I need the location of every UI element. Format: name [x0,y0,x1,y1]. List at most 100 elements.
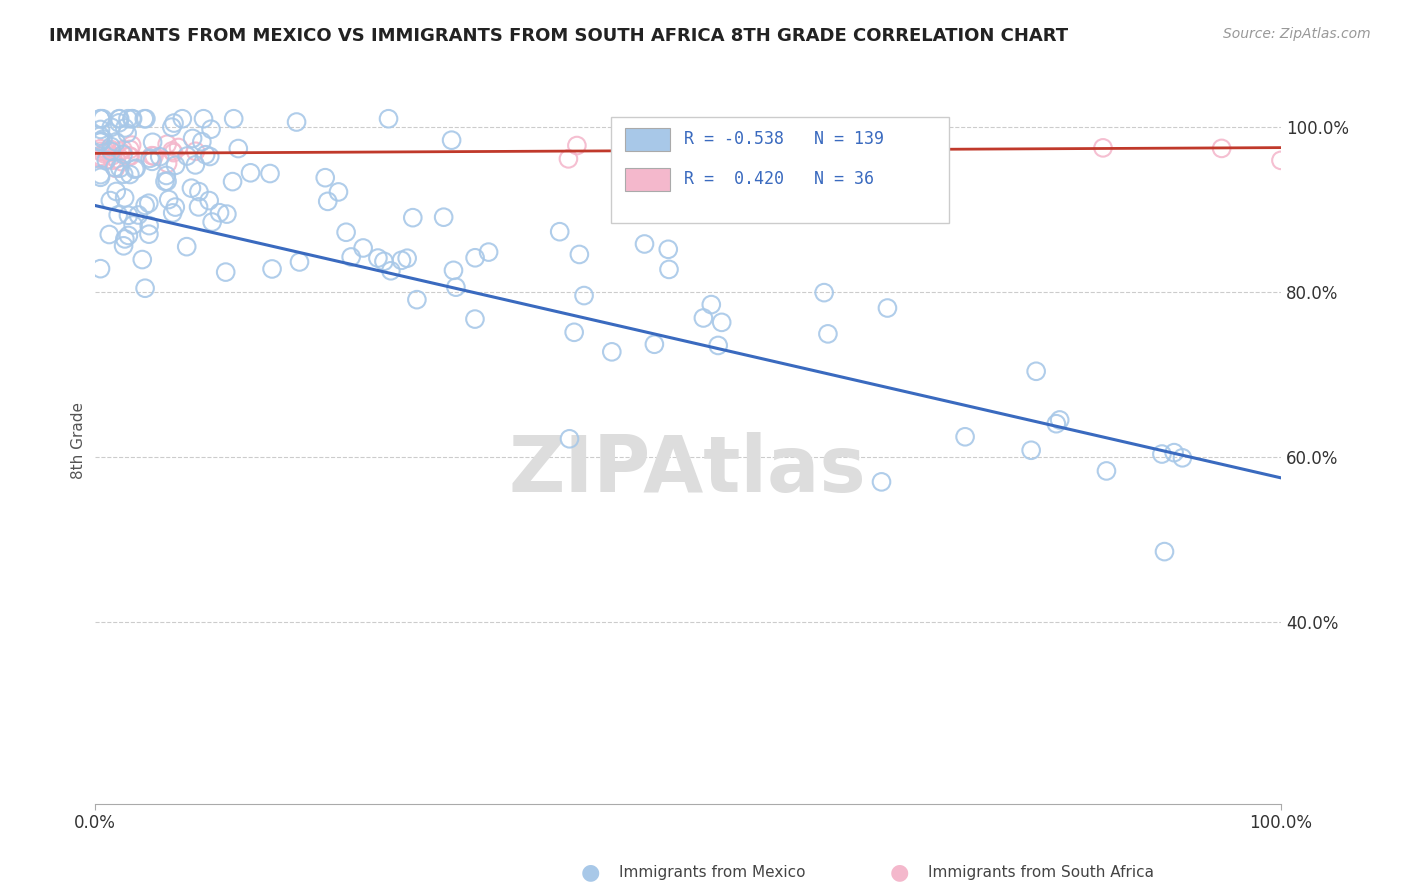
Point [184,145,207,159]
Text: R = -0.538   N = 139: R = -0.538 N = 139 [685,130,884,148]
Point [367,251,389,265]
Point [187,200,209,214]
FancyBboxPatch shape [610,118,949,223]
Point [104,161,127,176]
Point [184,158,207,172]
Point [112,167,135,181]
Point [658,262,681,277]
Point [141,149,163,163]
Point [633,237,655,252]
Text: Immigrants from Mexico: Immigrants from Mexico [619,865,806,880]
Point [141,154,163,169]
Point [101,153,124,168]
Point [138,227,160,242]
Point [89,170,111,185]
Point [316,194,339,209]
Point [191,135,214,149]
Point [1091,141,1114,155]
Point [89,149,111,163]
Point [167,140,190,154]
Point [89,134,111,148]
Point [600,344,623,359]
Text: Source: ZipAtlas.com: Source: ZipAtlas.com [1223,27,1371,41]
Point [157,193,180,207]
Point [101,149,124,163]
Point [239,166,262,180]
Point [443,263,465,277]
Point [328,185,350,199]
Point [121,112,143,126]
Point [288,255,311,269]
Point [117,208,139,222]
Point [96,153,118,168]
Point [138,196,160,211]
Point [98,227,121,242]
Point [692,310,714,325]
Point [96,144,118,158]
Point [96,145,118,159]
Point [176,149,198,163]
Point [352,241,374,255]
Point [131,252,153,267]
Point [953,430,976,444]
Point [568,247,591,261]
Point [89,112,111,126]
Point [572,288,595,302]
Point [285,115,308,129]
Point [870,475,893,489]
Point [165,200,187,214]
Point [160,144,183,158]
Point [156,137,179,152]
Point [391,253,413,268]
Point [118,168,141,182]
Point [100,139,122,153]
Point [134,281,156,295]
Point [118,149,141,163]
Point [444,280,467,294]
Point [89,152,111,166]
Point [117,228,139,243]
Point [114,232,136,246]
Point [108,112,131,126]
Point [107,208,129,222]
Point [402,211,425,225]
Point [112,147,135,161]
Point [1049,413,1071,427]
Point [121,112,143,126]
Point [93,146,115,161]
Point [200,122,222,136]
Point [98,194,121,208]
Point [1211,141,1233,155]
Point [91,112,114,126]
Point [817,326,839,341]
Point [1150,447,1173,461]
Point [114,120,136,135]
Point [406,293,429,307]
Point [110,154,132,169]
Point [198,194,221,208]
Point [1153,544,1175,558]
Text: Immigrants from South Africa: Immigrants from South Africa [928,865,1154,880]
Text: IMMIGRANTS FROM MEXICO VS IMMIGRANTS FROM SOUTH AFRICA 8TH GRADE CORRELATION CHA: IMMIGRANTS FROM MEXICO VS IMMIGRANTS FRO… [49,27,1069,45]
Point [259,167,281,181]
Point [215,265,238,279]
Point [104,135,127,149]
Point [813,285,835,300]
Point [440,133,463,147]
Point [1025,364,1047,378]
Point [558,432,581,446]
Point [340,250,363,264]
Point [172,112,194,126]
Point [112,239,135,253]
Point [100,145,122,159]
Point [162,145,184,160]
Point [121,138,143,153]
Point [134,112,156,126]
Point [823,150,845,164]
Point [100,120,122,135]
Point [1270,153,1292,168]
Point [108,161,131,176]
Point [548,225,571,239]
Point [1171,450,1194,465]
Point [125,161,148,176]
